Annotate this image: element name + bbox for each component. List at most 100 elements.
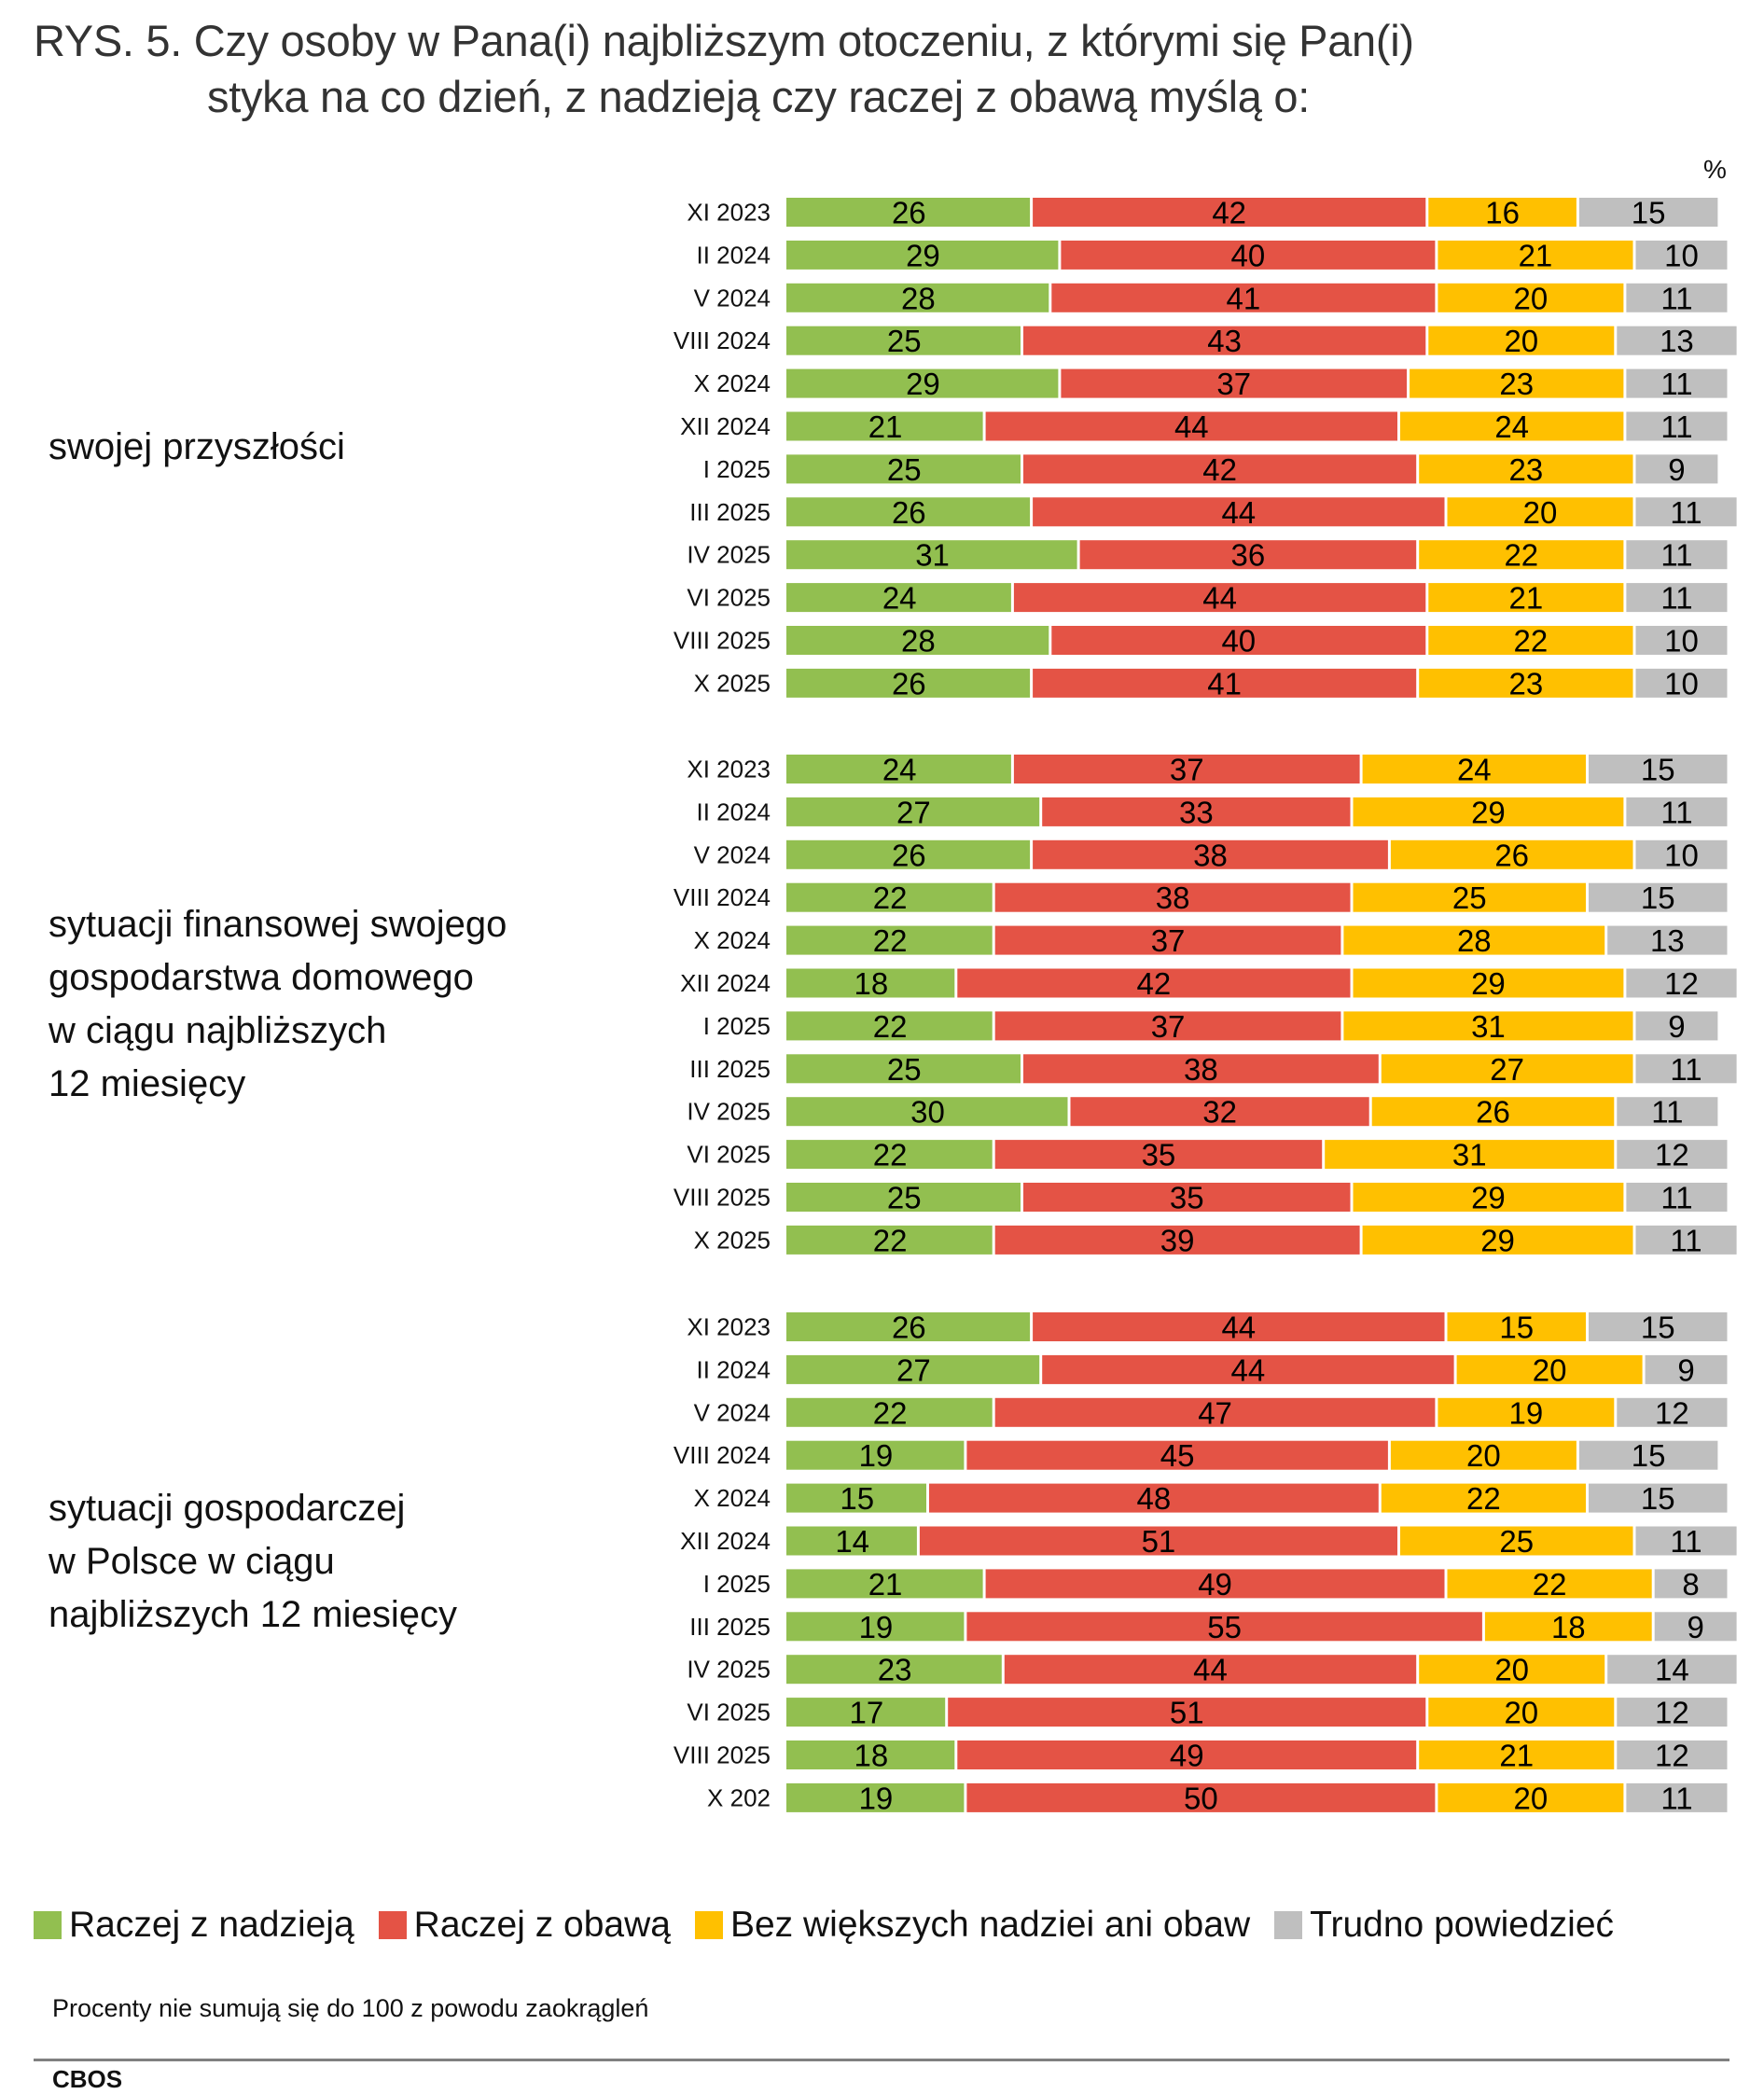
legend-label-hope: Raczej z nadzieją [69,1905,354,1945]
bar-segment-fear [919,1526,1397,1556]
bar-segment-hard-to-say [1635,839,1728,869]
data-label-fear: 33 [1179,795,1214,829]
bar-segment-neutral [1400,411,1624,441]
bar-segment-neutral [1410,368,1624,398]
bar-segment-hard-to-say [1589,882,1728,912]
data-label-hard-to-say: 11 [1670,1524,1701,1559]
data-label-neutral: 16 [1485,196,1520,230]
bar-segment-hope [786,368,1059,398]
bar-segment-hope [786,968,955,998]
data-label-neutral: 18 [1551,1610,1586,1644]
bar-row: VIII 2025 28 40 22 10 [674,624,1728,659]
bar-segment-hope [786,1183,1021,1212]
bar-row: X 2024 29 37 23 11 [694,367,1728,401]
data-label-hard-to-say: 15 [1641,881,1675,915]
data-label-fear: 42 [1137,966,1172,1001]
category-label: I 2025 [703,1570,771,1598]
data-label-hard-to-say: 15 [1641,1481,1675,1516]
bar-row: II 2024 27 33 29 11 [696,795,1728,829]
data-label-hope: 14 [835,1524,869,1559]
bar-segment-hope [786,1483,926,1513]
data-label-fear: 35 [1170,1181,1204,1215]
group-label-line: sytuacji finansowej swojego [49,903,507,945]
data-label-fear: 41 [1226,281,1260,315]
data-label-hope: 17 [849,1696,883,1730]
bar-row: VIII 2025 25 35 29 11 [674,1181,1728,1215]
bar-segment-hard-to-say [1654,1569,1728,1599]
data-label-neutral: 21 [1499,1739,1534,1773]
bar-segment-fear [1013,755,1360,784]
data-label-hard-to-say: 11 [1660,581,1692,616]
bar-segment-neutral [1353,797,1624,826]
data-label-fear: 47 [1198,1395,1232,1430]
bar-segment-neutral [1428,1698,1615,1727]
source-label: CBOS [52,2065,123,2093]
data-label-hard-to-say: 11 [1660,409,1692,444]
data-label-fear: 36 [1231,538,1266,573]
category-label: III 2025 [689,1613,771,1641]
category-label: X 2025 [694,1226,771,1254]
bar-segment-neutral [1353,882,1586,912]
data-label-neutral: 21 [1508,581,1543,616]
legend-label-fear: Raczej z obawą [413,1905,671,1945]
bar-segment-fear [1061,368,1408,398]
footnote: Procenty nie sumują się do 100 z powodu … [52,1994,649,2022]
bar-segment-fear [1023,1054,1379,1084]
category-label: XI 2023 [687,756,771,784]
data-label-neutral: 19 [1508,1395,1543,1430]
bar-row: III 2025 26 44 20 11 [689,495,1737,530]
bar-segment-fear [1061,240,1436,270]
data-label-hope: 26 [892,196,926,230]
group-label: sytuacji gospodarczej w Polsce w ciągu naj… [49,1482,627,1642]
data-label-hope: 22 [873,923,908,958]
data-label-fear: 49 [1198,1567,1232,1602]
bar-segment-hard-to-say [1635,626,1728,655]
bar-segment-fear [1042,797,1351,826]
bar-segment-hope [786,882,993,912]
data-label-fear: 32 [1202,1095,1237,1130]
bar-segment-hard-to-say [1645,1354,1728,1384]
bar-segment-neutral [1419,1655,1605,1685]
data-label-fear: 37 [1151,923,1186,958]
data-label-hope: 19 [859,1610,894,1644]
data-label-hard-to-say: 15 [1632,196,1666,230]
legend-swatch-fear [378,1911,407,1939]
group-label-line: gospodarstwa domowego [49,956,474,998]
bar-segment-hard-to-say [1654,1612,1737,1642]
bar-row: I 2025 25 42 23 9 [703,452,1718,487]
category-label: X 2024 [694,1484,771,1512]
data-label-hope: 21 [868,1567,903,1602]
bar-segment-hope [786,668,1031,698]
bar-segment-neutral [1381,1054,1633,1084]
data-label-hope: 27 [896,795,931,829]
data-label-hope: 23 [878,1653,912,1687]
bar-segment-hard-to-say [1635,1054,1737,1084]
data-label-hard-to-say: 11 [1660,538,1692,573]
data-label-hope: 24 [882,581,917,616]
data-label-hard-to-say: 9 [1668,1009,1685,1044]
bar-segment-hard-to-say [1617,1698,1728,1727]
data-label-hope: 15 [840,1481,874,1516]
bar-segment-neutral [1419,1740,1615,1769]
bar-segment-hope [786,283,1049,312]
bar-segment-fear [1070,1097,1369,1127]
data-label-hope: 28 [901,281,936,315]
bar-segment-fear [1033,1312,1445,1341]
data-label-neutral: 28 [1457,923,1492,958]
bar-segment-neutral [1447,497,1633,527]
data-label-hard-to-say: 11 [1670,1052,1701,1087]
category-label: V 2024 [694,840,771,868]
bar-row: X 2024 22 37 28 13 [694,923,1728,958]
bar-segment-hard-to-say [1635,1225,1737,1255]
data-label-fear: 38 [1193,838,1228,872]
data-label-neutral: 26 [1476,1095,1510,1130]
legend: Raczej z nadzieją Raczej z obawą Bez wię… [34,1905,1638,1946]
data-label-hard-to-say: 11 [1670,495,1701,530]
data-label-hope: 19 [859,1438,894,1473]
bar-segment-neutral [1447,1312,1586,1341]
data-label-hope: 26 [892,495,926,530]
bar-segment-hard-to-say [1617,1740,1728,1769]
data-label-hard-to-say: 15 [1641,1310,1675,1345]
bar-segment-hard-to-say [1626,368,1728,398]
category-label: II 2024 [696,1355,771,1383]
